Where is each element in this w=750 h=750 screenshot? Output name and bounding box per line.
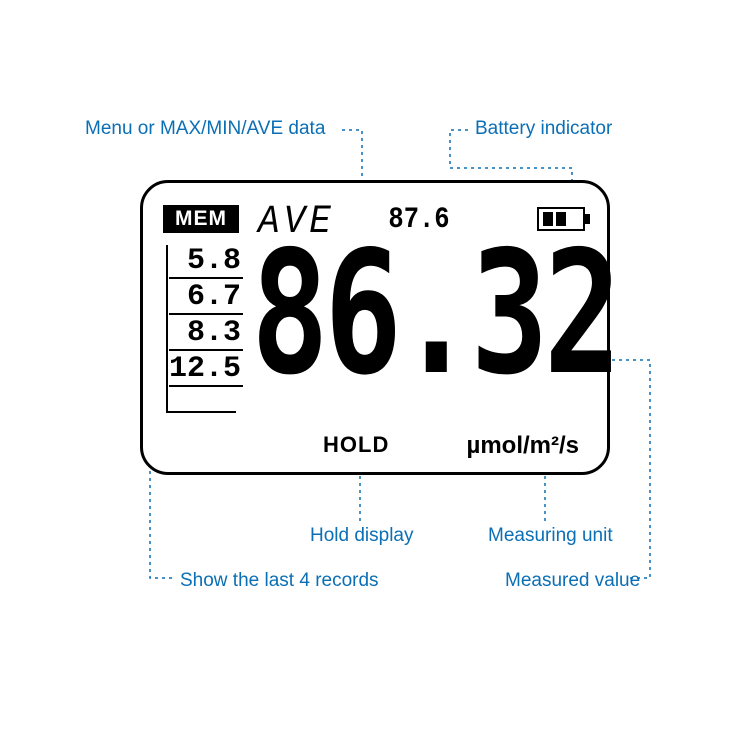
annot-hold: Hold display xyxy=(310,525,414,547)
measured-value: 86.32 xyxy=(251,229,617,399)
mem-record: 12.5 xyxy=(169,351,243,387)
hold-label: HOLD xyxy=(323,432,389,458)
annot-menu: Menu or MAX/MIN/AVE data xyxy=(85,118,325,140)
unit-text: µmol/m²/s xyxy=(466,432,579,459)
measuring-unit: µmol/m²/s xyxy=(466,432,579,460)
mem-record: 8.3 xyxy=(169,315,243,351)
annot-unit: Measuring unit xyxy=(488,525,613,547)
mem-record: 5.8 xyxy=(169,243,243,279)
mem-record: 6.7 xyxy=(169,279,243,315)
lcd-display: MEM 5.8 6.7 8.3 12.5 AVE 87.6 86.32 HOLD… xyxy=(140,180,610,475)
annot-records: Show the last 4 records xyxy=(180,570,379,592)
annot-battery: Battery indicator xyxy=(475,118,612,140)
mem-badge: MEM xyxy=(163,205,239,233)
annot-value: Measured value xyxy=(505,570,640,592)
mem-records-list: 5.8 6.7 8.3 12.5 xyxy=(169,243,243,387)
